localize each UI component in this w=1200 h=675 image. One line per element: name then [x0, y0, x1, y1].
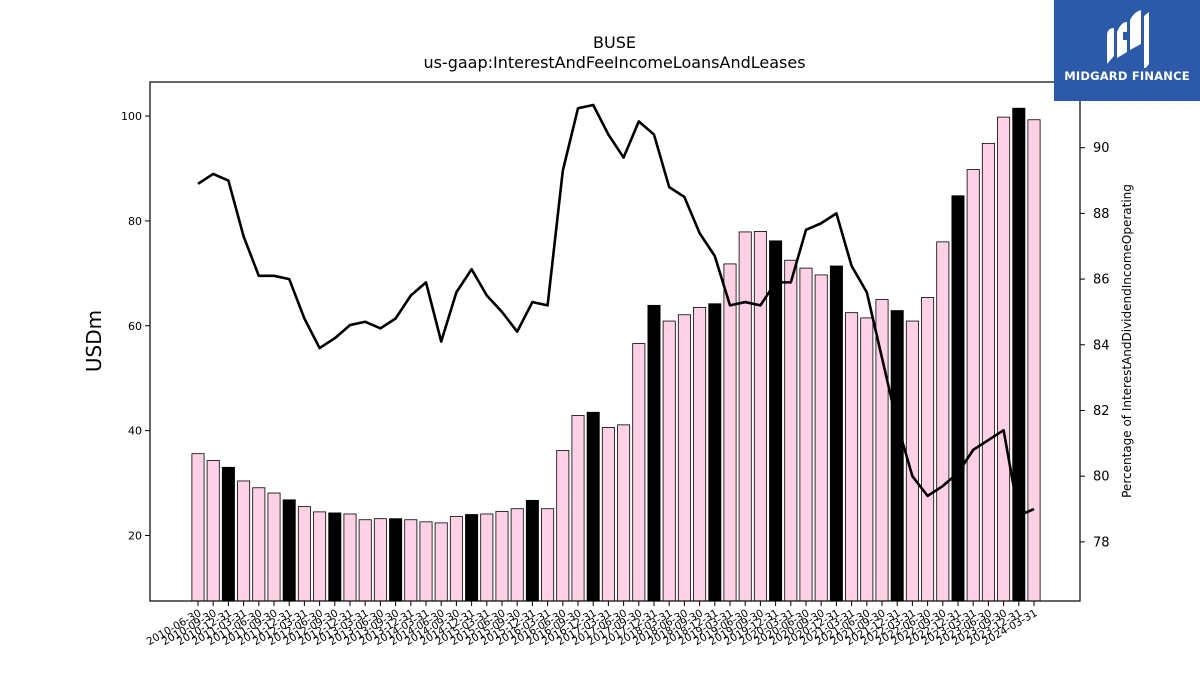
bar	[510, 508, 524, 602]
bar	[419, 521, 433, 602]
bar	[1012, 107, 1026, 602]
y2-tick-label: 80	[1093, 470, 1110, 485]
y-tick-label: 40	[128, 425, 142, 438]
bar	[465, 514, 479, 602]
bar	[632, 343, 646, 602]
bar	[769, 240, 783, 602]
bar	[981, 142, 995, 602]
bar	[206, 460, 220, 602]
percentage-line	[197, 103, 1035, 517]
bar	[647, 304, 661, 602]
bar	[267, 492, 281, 602]
bar	[814, 274, 828, 602]
bar	[966, 169, 980, 602]
brand-logo: MIDGARD FINANCE	[1054, 0, 1200, 101]
y2-tick-label: 86	[1093, 273, 1110, 288]
y2-tick-label: 90	[1093, 141, 1110, 156]
bar	[495, 510, 509, 602]
bar	[951, 195, 965, 602]
bar	[434, 522, 448, 602]
bar	[997, 116, 1011, 602]
bar	[343, 513, 357, 602]
brand-name: MIDGARD FINANCE	[1064, 69, 1190, 83]
axes-group: 20406080100788082848688902010-06-302010-…	[121, 81, 1110, 648]
bar	[936, 241, 950, 602]
bar	[328, 512, 342, 602]
bar	[860, 317, 874, 602]
bar	[404, 519, 418, 602]
bar	[784, 259, 798, 602]
bar	[890, 310, 904, 602]
bar	[297, 506, 311, 602]
y-tick-label: 20	[128, 529, 142, 542]
bar	[191, 453, 205, 602]
y-tick-label: 80	[128, 215, 142, 228]
plot-frame	[149, 81, 1081, 602]
y2-tick-label: 78	[1093, 535, 1110, 550]
bar	[358, 519, 372, 602]
bar	[252, 487, 266, 602]
bar	[449, 516, 463, 602]
bar	[677, 314, 691, 602]
y2-tick-label: 82	[1093, 404, 1110, 419]
bar	[845, 312, 859, 602]
midgard-logo-icon	[1107, 10, 1149, 68]
bar	[221, 466, 235, 602]
y2-tick-label: 88	[1093, 207, 1110, 222]
bar	[1027, 119, 1041, 602]
bar	[921, 297, 935, 602]
bar	[389, 518, 403, 602]
bar	[708, 303, 722, 602]
bar	[480, 513, 494, 602]
bar	[586, 411, 600, 602]
bar	[282, 499, 296, 602]
bar	[556, 450, 570, 602]
bar	[662, 320, 676, 602]
line-group	[197, 103, 1035, 517]
y-tick-label: 100	[121, 110, 142, 123]
bar	[693, 307, 707, 602]
y2-tick-label: 84	[1093, 338, 1110, 353]
bar	[738, 231, 752, 602]
y2-axis-label: Percentage of InterestAndDividendIncomeO…	[1120, 184, 1134, 498]
chart-title: BUSE	[593, 33, 636, 52]
bar	[617, 424, 631, 602]
bar	[723, 263, 737, 602]
bar	[237, 480, 251, 602]
bar	[799, 267, 813, 602]
bar	[313, 511, 327, 602]
bar	[753, 231, 767, 602]
bar	[373, 518, 387, 602]
y-axis-label: USDm	[82, 310, 106, 372]
bars-group	[191, 107, 1041, 602]
bar	[829, 265, 843, 602]
y-tick-label: 60	[128, 320, 142, 333]
chart-subtitle: us-gaap:InterestAndFeeIncomeLoansAndLeas…	[423, 53, 805, 72]
bar	[525, 499, 539, 602]
bar	[601, 427, 615, 602]
bar	[541, 508, 555, 602]
bar	[571, 415, 585, 602]
